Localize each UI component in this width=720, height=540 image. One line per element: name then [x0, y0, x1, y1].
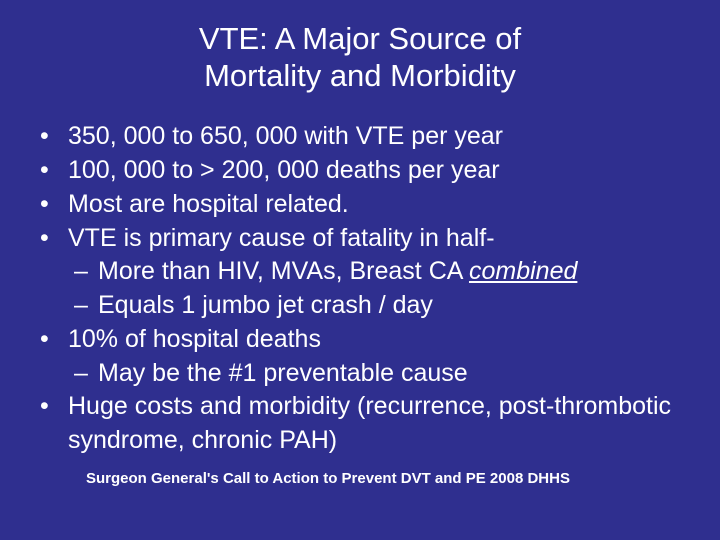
bullet-text: VTE is primary cause of fatality in half…	[68, 224, 495, 252]
sub-text-pre: Equals 1 jumbo jet crash / day	[98, 291, 433, 319]
bullet-text: 10% of hospital deaths	[68, 325, 321, 353]
sub-text-underlined: combined	[469, 257, 577, 285]
bullet-item: Most are hospital related.	[40, 188, 690, 222]
bullet-item: 100, 000 to > 200, 000 deaths per year	[40, 154, 690, 188]
slide-title: VTE: A Major Source of Mortality and Mor…	[30, 20, 690, 94]
sub-text-pre: May be the #1 preventable cause	[98, 359, 468, 387]
sub-bullet: More than HIV, MVAs, Breast CA combined	[68, 255, 690, 289]
bullet-text: Most are hospital related.	[68, 190, 349, 218]
sub-bullet: May be the #1 preventable cause	[68, 357, 690, 391]
bullet-text: 350, 000 to 650, 000 with VTE per year	[68, 122, 503, 150]
bullet-text: Huge costs and morbidity (recurrence, po…	[68, 392, 671, 454]
title-line-2: Mortality and Morbidity	[204, 58, 516, 93]
sub-bullet: Equals 1 jumbo jet crash / day	[68, 289, 690, 323]
bullet-item: 10% of hospital deaths May be the #1 pre…	[40, 323, 690, 391]
bullet-item: Huge costs and morbidity (recurrence, po…	[40, 390, 690, 458]
slide: VTE: A Major Source of Mortality and Mor…	[0, 0, 720, 540]
bullet-text: 100, 000 to > 200, 000 deaths per year	[68, 156, 500, 184]
bullet-item: 350, 000 to 650, 000 with VTE per year	[40, 120, 690, 154]
title-line-1: VTE: A Major Source of	[199, 21, 521, 56]
sub-text-pre: More than HIV, MVAs, Breast CA	[98, 257, 469, 285]
bullet-item: VTE is primary cause of fatality in half…	[40, 222, 690, 323]
bullet-list: 350, 000 to 650, 000 with VTE per year 1…	[30, 120, 690, 458]
citation-text: Surgeon General's Call to Action to Prev…	[30, 470, 690, 487]
